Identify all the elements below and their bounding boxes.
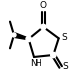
Text: S: S — [61, 33, 67, 42]
Circle shape — [26, 36, 31, 42]
Text: N: N — [30, 59, 37, 68]
Text: H: H — [35, 59, 41, 68]
Text: O: O — [40, 1, 47, 10]
Circle shape — [12, 33, 16, 37]
Circle shape — [51, 52, 56, 58]
Text: S: S — [62, 63, 68, 71]
Circle shape — [41, 24, 46, 30]
Polygon shape — [13, 33, 29, 40]
